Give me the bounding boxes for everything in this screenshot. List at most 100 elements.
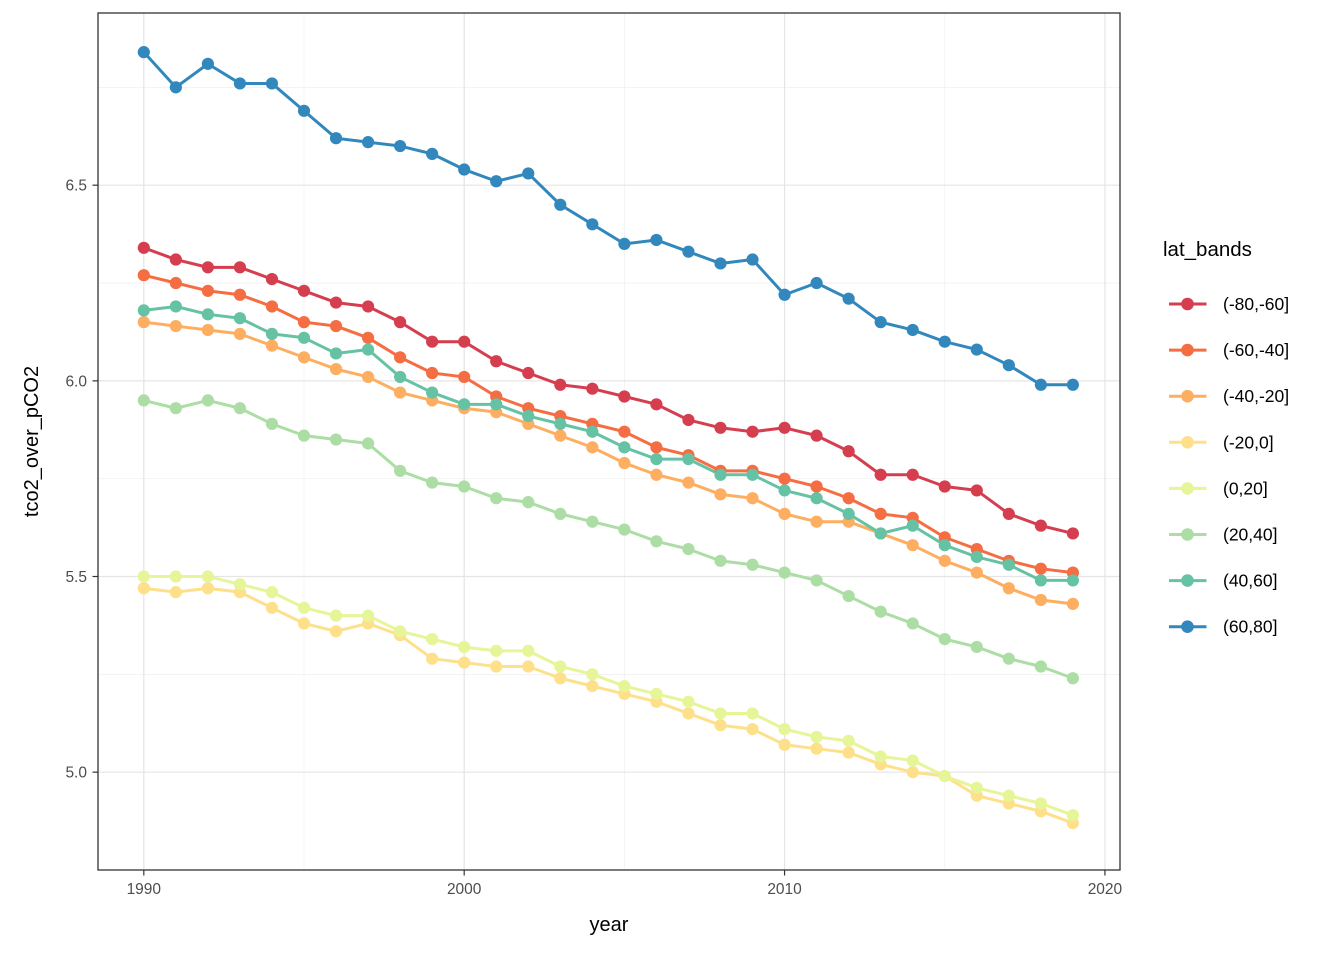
data-point bbox=[586, 425, 599, 438]
data-point bbox=[778, 738, 791, 751]
data-point bbox=[458, 656, 471, 669]
data-point bbox=[137, 582, 150, 595]
data-point bbox=[746, 468, 759, 481]
data-point bbox=[1002, 359, 1015, 372]
data-point bbox=[458, 335, 471, 348]
data-point bbox=[874, 468, 887, 481]
data-point bbox=[297, 601, 311, 614]
data-point bbox=[137, 570, 150, 583]
data-point bbox=[265, 327, 279, 340]
data-point bbox=[137, 46, 150, 59]
data-point bbox=[554, 198, 567, 211]
data-point bbox=[586, 441, 599, 454]
data-point bbox=[1002, 582, 1015, 595]
legend-item-label: (0,20] bbox=[1223, 478, 1268, 498]
data-point bbox=[137, 269, 150, 282]
data-point bbox=[842, 292, 855, 305]
data-point bbox=[682, 413, 695, 427]
data-point bbox=[586, 668, 599, 681]
data-point bbox=[906, 468, 919, 481]
data-point bbox=[458, 370, 471, 384]
data-point bbox=[201, 284, 214, 297]
legend-item: (20,40] bbox=[1169, 525, 1277, 545]
data-point bbox=[426, 652, 439, 665]
data-point bbox=[650, 398, 663, 411]
data-point bbox=[329, 319, 343, 333]
data-point bbox=[490, 644, 503, 657]
data-point bbox=[842, 589, 855, 603]
legend-title: lat_bands bbox=[1163, 238, 1252, 261]
data-point bbox=[938, 633, 951, 646]
data-point bbox=[746, 723, 759, 736]
data-point bbox=[297, 104, 311, 117]
data-point bbox=[842, 507, 855, 520]
data-point bbox=[682, 453, 695, 466]
data-point bbox=[458, 163, 471, 176]
data-point bbox=[169, 81, 182, 94]
legend-key-dot-icon bbox=[1181, 297, 1194, 311]
data-point bbox=[265, 601, 279, 614]
data-point bbox=[682, 245, 695, 258]
data-point bbox=[490, 398, 503, 411]
data-point bbox=[490, 355, 503, 368]
data-point bbox=[233, 77, 247, 90]
data-point bbox=[233, 312, 247, 325]
data-point bbox=[1002, 652, 1015, 665]
legend-key-dot-icon bbox=[1181, 574, 1194, 587]
data-point bbox=[906, 323, 919, 337]
legend-item-label: (-60,-40] bbox=[1223, 340, 1289, 360]
data-point bbox=[554, 672, 567, 685]
data-point bbox=[586, 679, 599, 693]
data-point bbox=[906, 539, 919, 552]
y-axis-title: tco2_over_pCO2 bbox=[21, 366, 43, 517]
legend-item-label: (40,60] bbox=[1223, 571, 1277, 591]
data-point bbox=[490, 660, 503, 673]
series-points-4 bbox=[137, 570, 1079, 822]
data-point bbox=[554, 507, 567, 520]
data-point bbox=[1034, 593, 1047, 607]
data-point bbox=[394, 351, 407, 364]
data-point bbox=[778, 421, 791, 434]
data-point bbox=[1066, 574, 1079, 587]
x-tick-label: 2020 bbox=[1088, 881, 1123, 898]
data-point bbox=[265, 273, 279, 286]
data-point bbox=[618, 679, 631, 693]
data-point bbox=[361, 437, 375, 450]
data-point bbox=[650, 453, 663, 466]
data-point bbox=[297, 284, 311, 297]
data-point bbox=[458, 398, 471, 411]
data-point bbox=[458, 640, 471, 654]
data-point bbox=[970, 781, 983, 794]
data-point bbox=[297, 617, 311, 630]
data-point bbox=[1034, 574, 1047, 587]
data-point bbox=[746, 425, 759, 438]
data-point bbox=[1066, 809, 1079, 822]
data-point bbox=[714, 421, 727, 434]
data-point bbox=[522, 167, 535, 180]
data-point bbox=[650, 441, 663, 454]
series-points-7 bbox=[137, 46, 1079, 391]
data-point bbox=[1066, 378, 1079, 391]
data-point bbox=[329, 433, 343, 446]
data-point bbox=[682, 707, 695, 720]
data-point bbox=[874, 605, 887, 618]
data-point bbox=[714, 468, 727, 481]
legend-item-label: (60,80] bbox=[1223, 617, 1277, 637]
data-point bbox=[458, 480, 471, 493]
y-tick-label: 5.0 bbox=[65, 765, 87, 782]
data-point bbox=[137, 304, 150, 317]
data-point bbox=[394, 625, 407, 638]
data-point bbox=[201, 582, 214, 595]
data-point bbox=[746, 707, 759, 720]
data-point bbox=[810, 730, 823, 744]
legend-key-dot-icon bbox=[1181, 343, 1194, 357]
data-point bbox=[714, 257, 727, 270]
data-point bbox=[682, 543, 695, 556]
data-point bbox=[1034, 562, 1047, 575]
data-point bbox=[361, 609, 375, 622]
legend-item: (0,20] bbox=[1169, 478, 1268, 498]
data-point bbox=[874, 316, 887, 329]
data-point bbox=[714, 707, 727, 720]
y-tick-label: 6.0 bbox=[65, 373, 87, 390]
data-point bbox=[265, 77, 279, 90]
